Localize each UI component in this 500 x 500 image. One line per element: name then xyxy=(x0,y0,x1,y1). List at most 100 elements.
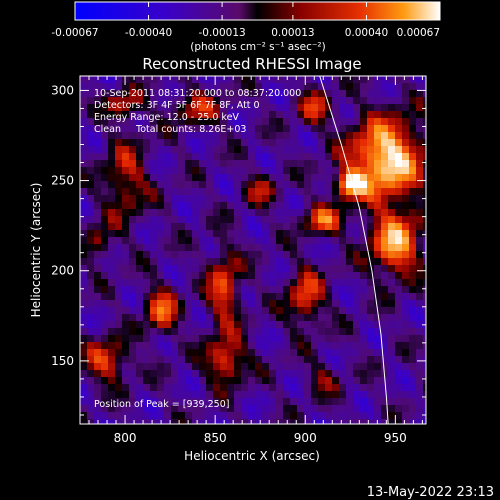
heatmap-cell xyxy=(185,223,193,231)
heatmap-cell xyxy=(325,237,333,245)
heatmap-cell xyxy=(332,321,340,329)
heatmap-cell xyxy=(157,132,165,140)
heatmap-cell xyxy=(318,314,326,322)
heatmap-cell xyxy=(402,167,410,175)
heatmap-cell xyxy=(367,139,375,147)
heatmap-cell xyxy=(283,335,291,343)
heatmap-cell xyxy=(360,202,368,210)
heatmap-cell xyxy=(297,419,305,424)
heatmap-cell xyxy=(304,279,312,287)
heatmap-cell xyxy=(143,251,151,259)
heatmap-cell xyxy=(423,398,426,406)
heatmap-cell xyxy=(192,125,200,133)
heatmap-cell xyxy=(150,363,158,371)
heatmap-cell xyxy=(171,216,179,224)
heatmap-cell xyxy=(199,314,207,322)
heatmap-cell xyxy=(87,209,95,217)
heatmap-cell xyxy=(325,160,333,168)
heatmap-cell xyxy=(374,167,382,175)
heatmap-cell xyxy=(94,167,102,175)
heatmap-cell xyxy=(178,209,186,217)
heatmap-cell xyxy=(332,363,340,371)
heatmap-cell xyxy=(220,139,228,147)
heatmap-cell xyxy=(122,300,130,308)
heatmap-cell xyxy=(101,335,109,343)
heatmap-cell xyxy=(381,356,389,364)
heatmap-cell xyxy=(367,391,375,399)
heatmap-cell xyxy=(220,335,228,343)
heatmap-cell xyxy=(416,398,424,406)
heatmap-cell xyxy=(332,167,340,175)
heatmap-cell xyxy=(241,377,249,385)
heatmap-cell xyxy=(325,139,333,147)
heatmap-cell xyxy=(220,174,228,182)
heatmap-cell xyxy=(318,160,326,168)
heatmap-cell xyxy=(178,356,186,364)
heatmap-cell xyxy=(122,349,130,357)
heatmap-cell xyxy=(94,384,102,392)
heatmap-cell xyxy=(192,153,200,161)
heatmap-cell xyxy=(311,412,319,420)
heatmap-cell xyxy=(220,188,228,196)
heatmap-cell xyxy=(409,419,417,424)
heatmap-cell xyxy=(332,307,340,315)
heatmap-cell xyxy=(353,132,361,140)
heatmap-cell xyxy=(360,405,368,413)
heatmap-cell xyxy=(290,419,298,424)
heatmap-cell xyxy=(164,286,172,294)
heatmap-cell xyxy=(283,356,291,364)
heatmap-cell xyxy=(297,328,305,336)
heatmap-cell xyxy=(227,160,235,168)
heatmap-cell xyxy=(402,132,410,140)
heatmap-cell xyxy=(325,412,333,420)
heatmap-cell xyxy=(192,174,200,182)
heatmap-cell xyxy=(94,132,102,140)
heatmap-cell xyxy=(360,139,368,147)
heatmap-cell xyxy=(360,132,368,140)
heatmap-cell xyxy=(402,405,410,413)
heatmap-cell xyxy=(115,321,123,329)
heatmap-cell xyxy=(122,188,130,196)
heatmap-cell xyxy=(283,153,291,161)
heatmap-cell xyxy=(262,349,270,357)
heatmap-cell xyxy=(409,391,417,399)
heatmap-cell xyxy=(360,328,368,336)
heatmap-cell xyxy=(388,146,396,154)
heatmap-cell xyxy=(402,83,410,91)
heatmap-cell xyxy=(269,167,277,175)
heatmap-cell xyxy=(136,230,144,238)
heatmap-cell xyxy=(199,174,207,182)
heatmap-cell xyxy=(290,230,298,238)
heatmap-cell xyxy=(94,223,102,231)
heatmap-cell xyxy=(423,125,426,133)
heatmap-cell xyxy=(402,202,410,210)
heatmap-cell xyxy=(332,83,340,91)
heatmap-cell xyxy=(395,412,403,420)
heatmap-cell xyxy=(339,265,347,273)
heatmap-cell xyxy=(395,342,403,350)
heatmap-cell xyxy=(276,146,284,154)
heatmap-cell xyxy=(325,230,333,238)
heatmap-cell xyxy=(290,398,298,406)
heatmap-cell xyxy=(367,111,375,119)
heatmap-cell xyxy=(241,167,249,175)
heatmap-cell xyxy=(94,230,102,238)
heatmap-cell xyxy=(150,160,158,168)
heatmap-cell xyxy=(234,412,242,420)
heatmap-cell xyxy=(381,90,389,98)
heatmap-cell xyxy=(248,265,256,273)
heatmap-cell xyxy=(304,412,312,420)
heatmap-cell xyxy=(395,90,403,98)
heatmap-cell xyxy=(374,83,382,91)
heatmap-cell xyxy=(80,335,88,343)
heatmap-cell xyxy=(360,181,368,189)
heatmap-cell xyxy=(318,398,326,406)
heatmap-cell xyxy=(360,419,368,424)
heatmap-cell xyxy=(325,384,333,392)
heatmap-cell xyxy=(374,174,382,182)
heatmap-cell xyxy=(311,286,319,294)
heatmap-cell xyxy=(178,384,186,392)
heatmap-cell xyxy=(255,377,263,385)
heatmap-cell xyxy=(101,258,109,266)
heatmap-cell xyxy=(206,181,214,189)
